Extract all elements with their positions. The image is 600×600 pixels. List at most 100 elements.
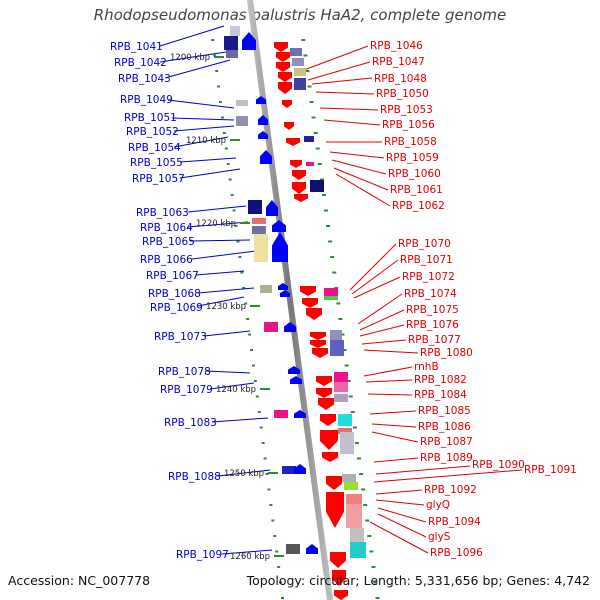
leader-line (171, 117, 235, 121)
gene-arrow-forward (284, 322, 296, 332)
left-gene-labels: RPB_1041 RPB_1042 RPB_1043 RPB_1049 RPB_1051… (110, 41, 229, 561)
gene-block (324, 296, 338, 300)
leader-line (323, 119, 381, 126)
gene-label: RPB_1090 (472, 459, 525, 471)
gene-block (294, 78, 306, 90)
gene-arrow-reverse (290, 160, 302, 168)
gene-block (344, 482, 358, 490)
leader-line (203, 330, 251, 337)
gene-label: RPB_1083 (164, 417, 217, 429)
gene-block (310, 180, 324, 192)
gene-label: RPB_1060 (388, 168, 441, 180)
gene-arrow-forward (294, 410, 306, 418)
gene-block (350, 528, 364, 542)
gene-arrow-reverse (274, 42, 288, 52)
leader-line (311, 77, 373, 85)
leader-line (173, 125, 235, 132)
gene-label: RPB_1089 (420, 452, 473, 464)
gene-arrow-reverse (326, 476, 342, 490)
leader-line (209, 382, 255, 390)
gene-label: rnhB (414, 361, 439, 373)
gene-block (274, 410, 288, 418)
gene-label: RPB_1062 (392, 200, 445, 212)
kbp-scale-label: 1240 kbp (216, 385, 256, 395)
right-gene-labels: RPB_1046 RPB_1047 RPB_1048 RPB_1050 RPB_1053… (370, 40, 577, 559)
gene-label: RPB_1088 (168, 471, 221, 483)
gene-arrow-forward (280, 290, 290, 297)
gene-arrow-reverse (330, 552, 346, 568)
gene-label: RPB_1079 (160, 384, 213, 396)
gene-arrow-reverse (292, 170, 306, 180)
gene-label: RPB_1080 (420, 347, 473, 359)
leader-line (359, 324, 405, 337)
gene-label: RPB_1094 (428, 516, 481, 528)
gene-block (252, 226, 266, 234)
leader-line (353, 276, 401, 299)
gene-label: RPB_1043 (118, 73, 171, 85)
left-strand-features (224, 26, 318, 554)
leader-line (363, 349, 419, 354)
gene-block (282, 466, 296, 474)
kbp-scale-label: 1230 kbp (206, 302, 246, 312)
gene-label: RPB_1055 (130, 157, 183, 169)
leader-line (335, 173, 391, 207)
leader-line (371, 423, 417, 428)
leader-line (359, 309, 405, 331)
gene-label: RPB_1085 (418, 405, 471, 417)
gene-block (292, 58, 304, 66)
gene-label: RPB_1065 (142, 236, 195, 248)
gene-block (264, 322, 278, 332)
gene-label: glyQ (426, 499, 450, 511)
gene-label: RPB_1051 (124, 112, 177, 124)
gene-label: RPB_1087 (420, 436, 473, 448)
leader-line (351, 259, 399, 295)
leader-line (159, 25, 225, 47)
leader-line (369, 410, 417, 415)
gene-label: RPB_1066 (140, 254, 193, 266)
gene-arrow-reverse (306, 308, 322, 320)
leader-line (373, 469, 523, 483)
gene-arrow-reverse (326, 492, 344, 528)
right-leader-lines (303, 45, 523, 554)
gene-label: RPB_1042 (114, 57, 167, 69)
gene-label: RPB_1064 (140, 222, 193, 234)
gene-label: RPB_1092 (424, 484, 477, 496)
gene-arrow-reverse (278, 72, 292, 82)
leader-line (197, 296, 245, 307)
gene-block (330, 330, 342, 340)
leader-line (179, 168, 241, 179)
topology-summary: Topology: circular; Length: 5,331,656 bp… (246, 573, 590, 588)
gene-label: RPB_1058 (384, 136, 437, 148)
kbp-scale-label: 1210 kbp (186, 136, 226, 146)
gene-arrow-reverse (302, 298, 318, 308)
leader-line (191, 250, 257, 260)
leader-line (221, 549, 273, 555)
gene-arrow-reverse (316, 376, 332, 386)
gene-arrow-reverse (320, 430, 338, 450)
leader-line (187, 221, 249, 228)
gene-label: RPB_1069 (150, 302, 203, 314)
gene-block (334, 382, 348, 392)
gene-arrow-forward (288, 366, 300, 374)
gene-arrow-forward (290, 376, 302, 384)
gene-label: RPB_1047 (372, 56, 425, 68)
gene-label: RPB_1057 (132, 173, 185, 185)
gene-arrow-forward (272, 232, 288, 262)
gene-block (304, 136, 314, 142)
leader-line (315, 91, 375, 95)
leader-line (211, 417, 269, 423)
accession-text: Accession: NC_007778 (8, 573, 151, 588)
gene-arrow-reverse (284, 122, 294, 130)
gene-block (338, 428, 352, 434)
gene-arrow-reverse (292, 182, 306, 194)
gene-block (226, 50, 238, 58)
leader-line (371, 431, 419, 443)
gene-arrow-reverse (318, 398, 334, 410)
leader-line (187, 205, 247, 213)
gene-arrow-forward (256, 96, 266, 104)
gene-block (338, 414, 352, 426)
gene-label: RPB_1070 (398, 238, 451, 250)
gene-label: RPB_1053 (380, 104, 433, 116)
gene-label: RPB_1041 (110, 41, 163, 53)
gene-block (346, 494, 362, 504)
